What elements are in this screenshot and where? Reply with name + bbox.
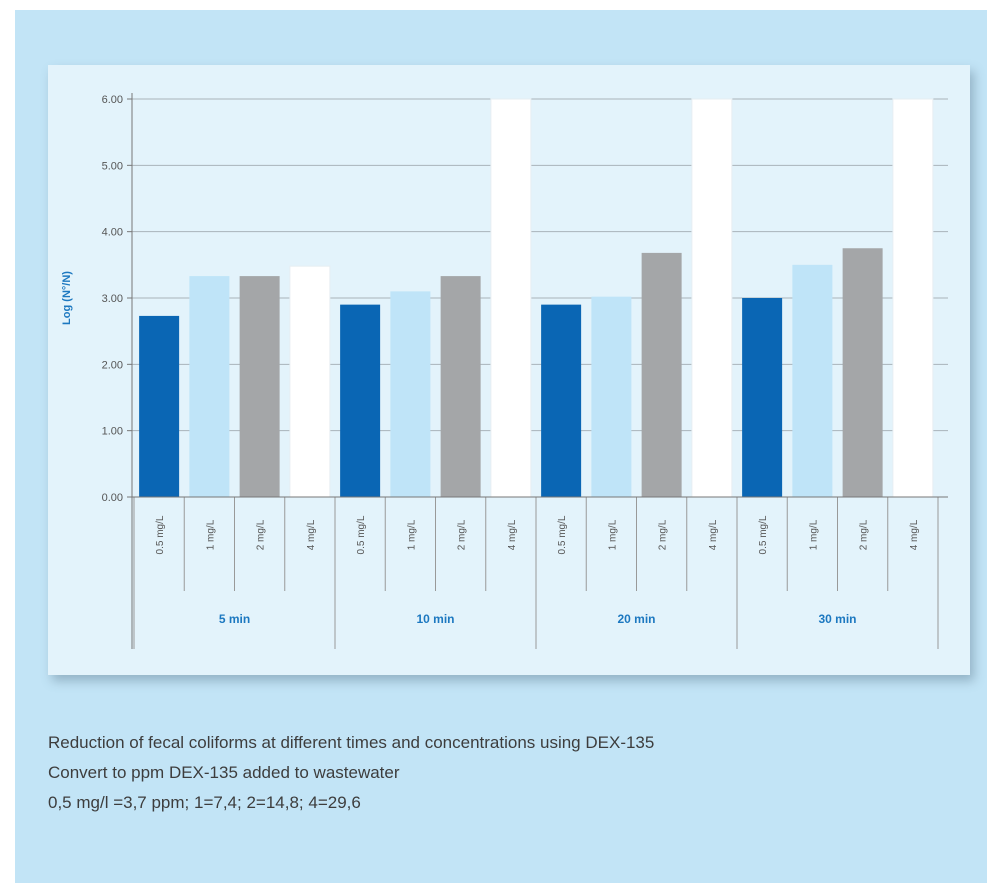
bar xyxy=(239,276,280,497)
bar xyxy=(390,291,431,497)
bar xyxy=(541,304,582,497)
x-tick-label: 4 mg/L xyxy=(306,519,317,550)
x-tick-label: 1 mg/L xyxy=(607,519,618,550)
x-tick-label: 4 mg/L xyxy=(507,519,518,550)
figure-caption: Reduction of fecal coliforms at differen… xyxy=(48,728,948,818)
x-tick-label: 2 mg/L xyxy=(256,519,267,550)
x-tick-label: 1 mg/L xyxy=(808,519,819,550)
x-tick-label: 0.5 mg/L xyxy=(155,515,166,554)
bar xyxy=(189,276,230,497)
group-label: 10 min xyxy=(416,612,454,626)
bar xyxy=(792,264,833,497)
y-axis-label: Log (N°/N) xyxy=(61,271,73,325)
y-tick-label: 4.00 xyxy=(102,227,123,239)
x-tick-label: 0.5 mg/L xyxy=(356,515,367,554)
group-label: 20 min xyxy=(617,612,655,626)
x-tick-label: 2 mg/L xyxy=(859,519,870,550)
y-tick-label: 5.00 xyxy=(102,160,123,172)
bar xyxy=(591,296,632,497)
bar xyxy=(440,276,481,497)
x-tick-label: 2 mg/L xyxy=(457,519,468,550)
caption-line-1: Reduction of fecal coliforms at differen… xyxy=(48,733,655,752)
y-tick-label: 6.00 xyxy=(102,94,123,106)
bar xyxy=(641,252,682,497)
bar xyxy=(691,98,733,498)
bar xyxy=(742,298,783,497)
y-tick-label: 3.00 xyxy=(102,293,123,305)
x-tick-label: 2 mg/L xyxy=(658,519,669,550)
bar-chart: 0.00 1.00 2.00 3.00 4.00 5.00 6.00 Log (N°/N) 0.… xyxy=(61,93,948,649)
bar xyxy=(289,265,331,498)
bar xyxy=(842,248,883,497)
group-label: 30 min xyxy=(818,612,856,626)
x-tick-label: 0.5 mg/L xyxy=(758,515,769,554)
bar xyxy=(490,98,532,498)
bar xyxy=(340,304,381,497)
chart-card: 0.00 1.00 2.00 3.00 4.00 5.00 6.00 Log (N°/N) 0.… xyxy=(48,65,970,675)
group-label: 5 min xyxy=(219,612,250,626)
x-tick-label: 1 mg/L xyxy=(406,519,417,550)
caption-line-2: Convert to ppm DEX-135 added to wastewat… xyxy=(48,763,400,782)
caption-line-3: 0,5 mg/l =3,7 ppm; 1=7,4; 2=14,8; 4=29,6 xyxy=(48,793,361,812)
x-tick-label: 1 mg/L xyxy=(205,519,216,550)
y-tick-label: 2.00 xyxy=(102,359,123,371)
y-tick-label: 1.00 xyxy=(102,426,123,438)
bar xyxy=(139,315,180,497)
x-tick-label: 4 mg/L xyxy=(909,519,920,550)
bar xyxy=(892,98,934,498)
y-tick-label: 0.00 xyxy=(102,492,123,504)
x-tick-label: 0.5 mg/L xyxy=(557,515,568,554)
x-tick-label: 4 mg/L xyxy=(708,519,719,550)
